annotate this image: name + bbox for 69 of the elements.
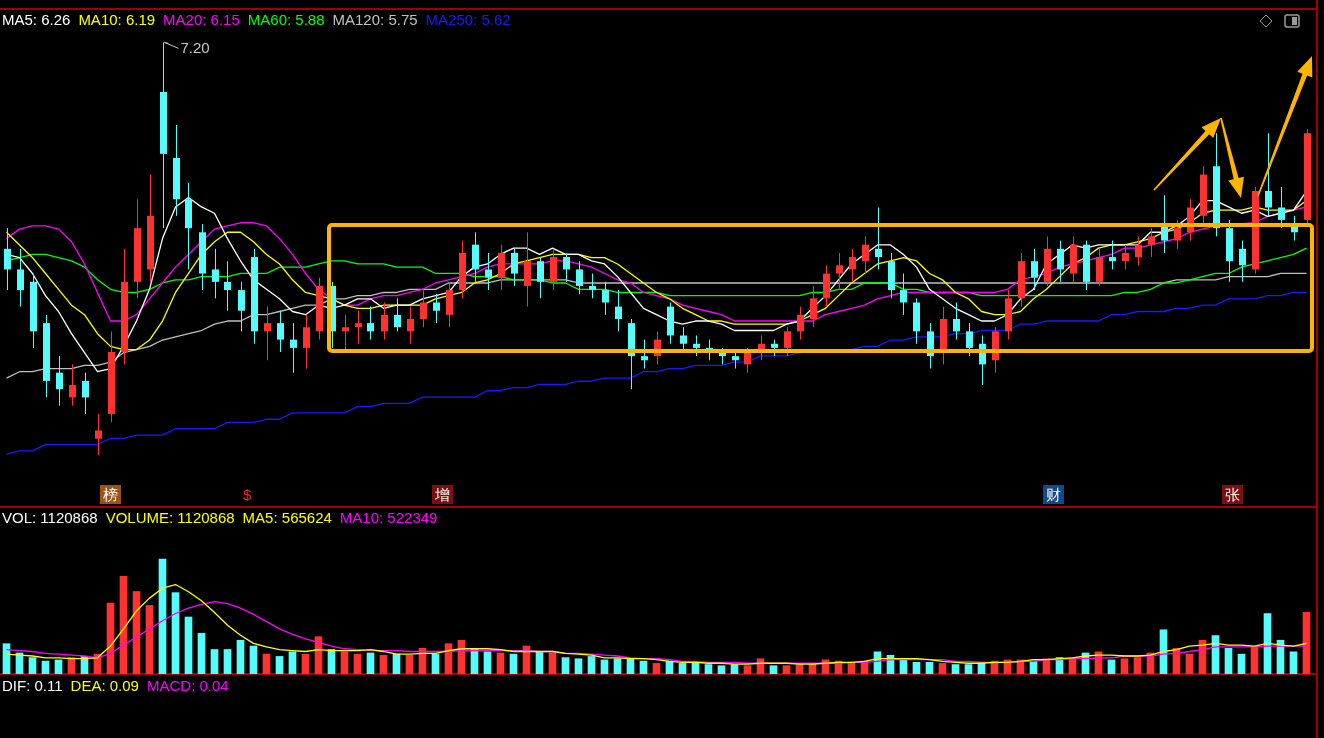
annotation: 7.20 [180, 38, 210, 56]
text: MA10: 522349 [339, 509, 438, 526]
text: MA20: 6.15 [163, 11, 240, 28]
candlestick [485, 252, 492, 291]
text: DEA: 0.09 [70, 677, 139, 694]
text: DIF: 0.11 [2, 677, 63, 694]
candlestick [17, 248, 24, 308]
annotation: 财 [1043, 485, 1064, 504]
annotation: $ [242, 485, 253, 504]
candlestick [810, 285, 817, 328]
candlestick [264, 306, 271, 361]
candlestick [381, 301, 388, 341]
candlestick [367, 306, 374, 341]
candlestick [1135, 235, 1142, 266]
candlestick [56, 355, 63, 407]
candlestick [900, 273, 907, 316]
candlestick [693, 335, 700, 357]
candlestick [224, 260, 231, 312]
text: MA250: 5.62 [425, 11, 511, 28]
candlestick [212, 248, 219, 299]
candlestick [82, 372, 89, 415]
candlestick [95, 413, 102, 456]
candlestick [1239, 240, 1246, 283]
annotation: 增 [432, 485, 453, 504]
candlestick [394, 297, 401, 332]
annotation: 榜 [100, 485, 121, 504]
candlestick [589, 273, 596, 299]
candlestick [1148, 227, 1155, 258]
candlestick [602, 281, 609, 316]
candlestick [1265, 132, 1272, 217]
candlestick [4, 227, 11, 291]
candlestick [303, 314, 310, 370]
chart-title: VOL: 1120868 [2, 509, 98, 526]
candlestick [615, 289, 622, 332]
candlestick [290, 322, 297, 374]
candlestick [966, 322, 973, 357]
candlestick [1031, 248, 1038, 291]
candlestick [862, 235, 869, 275]
candlestick [641, 339, 648, 370]
candlestick [537, 256, 544, 299]
text: MACD: 0.04 [146, 677, 229, 694]
candlestick [420, 289, 427, 328]
candlestick [1174, 219, 1181, 250]
candlestick [576, 260, 583, 295]
text: MA5: 565624 [242, 509, 332, 526]
candlestick [1278, 186, 1285, 229]
candlestick [1109, 240, 1116, 270]
candlestick [1122, 244, 1129, 270]
candlestick [797, 306, 804, 341]
candlestick [953, 301, 960, 341]
candlestick [277, 310, 284, 353]
candlestick [836, 252, 843, 291]
text: MA60: 5.88 [247, 11, 325, 28]
candlestick [407, 306, 414, 345]
candlestick [875, 207, 882, 270]
candlestick [355, 310, 362, 345]
text: MA5: 6.26 [2, 11, 71, 28]
text: MA10: 6.19 [78, 11, 156, 28]
candlestick [433, 293, 440, 324]
annotation: 张 [1222, 485, 1243, 504]
candlestick [69, 363, 76, 407]
candlestick [784, 326, 791, 357]
candlestick [849, 248, 856, 283]
candlestick [238, 281, 245, 332]
candlestick [1057, 240, 1064, 283]
text: MA120: 5.75 [332, 11, 418, 28]
candlestick [563, 252, 570, 283]
candlestick [511, 248, 518, 287]
chart-subtitle: VOLUME: 1120868 [105, 509, 235, 526]
